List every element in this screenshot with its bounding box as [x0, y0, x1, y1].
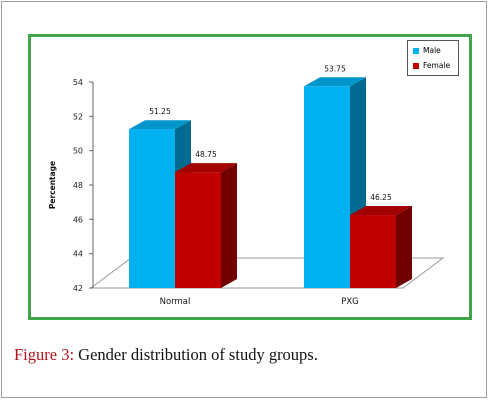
legend-label-female: Female	[423, 61, 451, 70]
bar-male-pxg	[304, 86, 350, 288]
y-tick-label: 48	[73, 181, 83, 190]
bar-top-female-pxg	[350, 206, 412, 216]
y-tick-label: 52	[73, 112, 83, 121]
data-label: 53.75	[324, 64, 346, 73]
bar-top-male-pxg	[304, 77, 366, 87]
y-tick-label: 42	[73, 284, 83, 293]
bar-chart: 42 44 46 48 50 52 54 Percentage 51.25 48.75 Normal…	[48, 64, 445, 307]
data-label: 46.25	[370, 193, 392, 202]
chart-legend: Male Female	[407, 40, 459, 76]
bar-top-male-normal	[129, 120, 191, 130]
caption-label: Figure 3:	[14, 345, 75, 364]
legend-label-male: Male	[423, 46, 441, 55]
legend-item-female: Female	[413, 61, 450, 70]
data-label: 51.25	[149, 107, 171, 116]
bar-side-female-pxg	[396, 206, 412, 288]
bar-female-normal	[175, 172, 221, 288]
y-tick-label: 50	[73, 147, 83, 156]
legend-item-male: Male	[413, 46, 441, 55]
legend-swatch-male	[413, 47, 419, 54]
y-tick-label: 44	[73, 250, 83, 259]
data-label: 48.75	[195, 150, 217, 159]
bar-female-pxg	[350, 215, 396, 288]
bar-top-female-normal	[175, 163, 237, 173]
x-tick-label: PXG	[341, 297, 359, 307]
figure-caption: Figure 3: Gender distribution of study g…	[14, 345, 318, 365]
bar-male-normal	[129, 129, 175, 288]
caption-text: Gender distribution of study groups.	[74, 345, 318, 364]
y-tick-label: 46	[73, 215, 83, 224]
y-axis-title: Percentage	[48, 161, 57, 209]
chart-area: 42 44 46 48 50 52 54 Percentage 51.25 48.75 Normal…	[28, 34, 472, 320]
x-tick-label: Normal	[160, 297, 191, 307]
bar-side-female-normal	[221, 163, 237, 288]
legend-swatch-female	[413, 62, 419, 69]
y-tick-label: 54	[73, 78, 83, 87]
